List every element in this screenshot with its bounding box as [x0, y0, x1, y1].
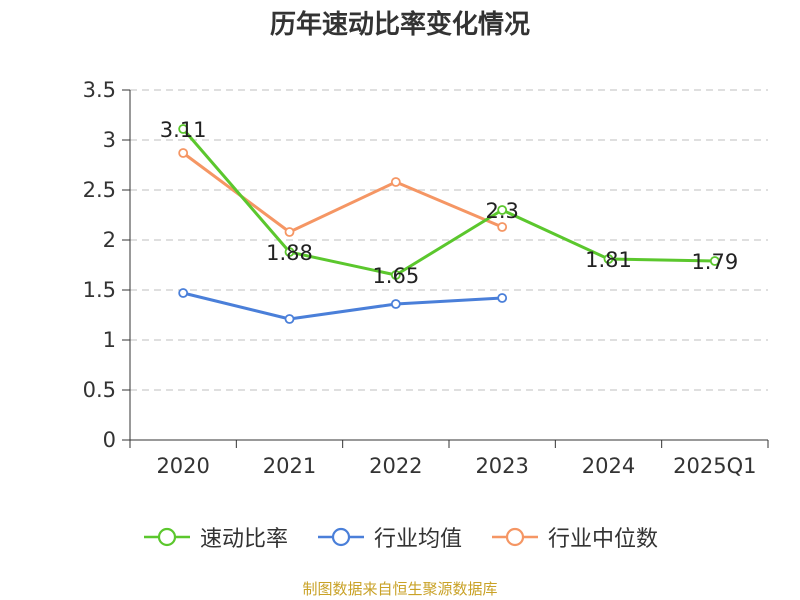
- data-label: 3.11: [160, 118, 207, 142]
- data-point: [603, 254, 614, 264]
- data-point: [284, 227, 295, 237]
- data-point: [390, 177, 401, 187]
- data-label: 1.81: [585, 248, 632, 272]
- data-point: [178, 124, 189, 134]
- legend-item-quick-ratio[interactable]: 速动比率: [142, 521, 288, 553]
- legend-line-circle-icon: [317, 527, 364, 547]
- legend-line-circle-icon: [492, 527, 538, 547]
- data-point: [497, 222, 508, 232]
- x-tick-label: 2021: [263, 454, 316, 478]
- data-point: [497, 293, 508, 303]
- legend-circle: [331, 527, 351, 547]
- grid-layer: [130, 89, 768, 391]
- series-line: [182, 151, 503, 234]
- data-label-layer: 3.11 1.88 1.65 2.3 1.81 1.79: [160, 118, 738, 288]
- x-tick-label: 2020: [156, 454, 209, 478]
- data-label: 1.65: [372, 264, 419, 288]
- chart-title: 历年速动比率变化情况: [269, 10, 530, 40]
- x-tick-label: 2023: [475, 454, 528, 478]
- x-tick-label: 2022: [369, 454, 422, 478]
- data-point: [284, 247, 295, 257]
- y-tick-label: 3.5: [83, 78, 116, 102]
- x-tick-label: 2024: [582, 454, 635, 478]
- y-tick-label: 0: [103, 428, 116, 452]
- legend-circle: [505, 527, 525, 547]
- data-point: [178, 288, 189, 298]
- y-tick-label: 1.5: [83, 278, 116, 302]
- legend-line-circle-icon: [143, 527, 190, 547]
- axis-layer: 0 0.5 1 1.5 2 2.5 3 3.5 2020 2021 2022 2023 2024 2025…: [83, 78, 769, 478]
- series-line: [182, 291, 503, 321]
- legend-label: 行业均值: [373, 527, 462, 552]
- data-point: [390, 299, 401, 309]
- data-label: 1.79: [691, 250, 738, 274]
- data-label: 2.3: [485, 199, 518, 223]
- y-tick-label: 2.5: [83, 178, 116, 202]
- legend: 速动比率 行业均值 行业中位数: [0, 519, 800, 555]
- data-point: [497, 205, 508, 215]
- y-tick-label: 0.5: [83, 378, 116, 402]
- y-tick-label: 3: [103, 128, 116, 152]
- data-label: 1.88: [266, 241, 313, 265]
- data-point: [178, 148, 189, 158]
- y-tick-label: 1: [103, 328, 116, 352]
- series-layer: [178, 124, 720, 324]
- x-tick-label: 2025Q1: [673, 454, 756, 478]
- y-tick-label: 2: [103, 228, 116, 252]
- data-point: [390, 270, 401, 280]
- data-point: [709, 256, 720, 266]
- legend-label: 速动比率: [199, 527, 288, 552]
- source-note: 制图数据来自恒生聚源数据库: [302, 580, 498, 598]
- legend-item-industry-median[interactable]: 行业中位数: [490, 521, 658, 553]
- legend-circle: [157, 527, 177, 547]
- legend-label: 行业中位数: [548, 527, 659, 552]
- data-point: [284, 314, 295, 324]
- legend-item-industry-mean[interactable]: 行业均值: [316, 521, 462, 553]
- series-line: [182, 128, 715, 277]
